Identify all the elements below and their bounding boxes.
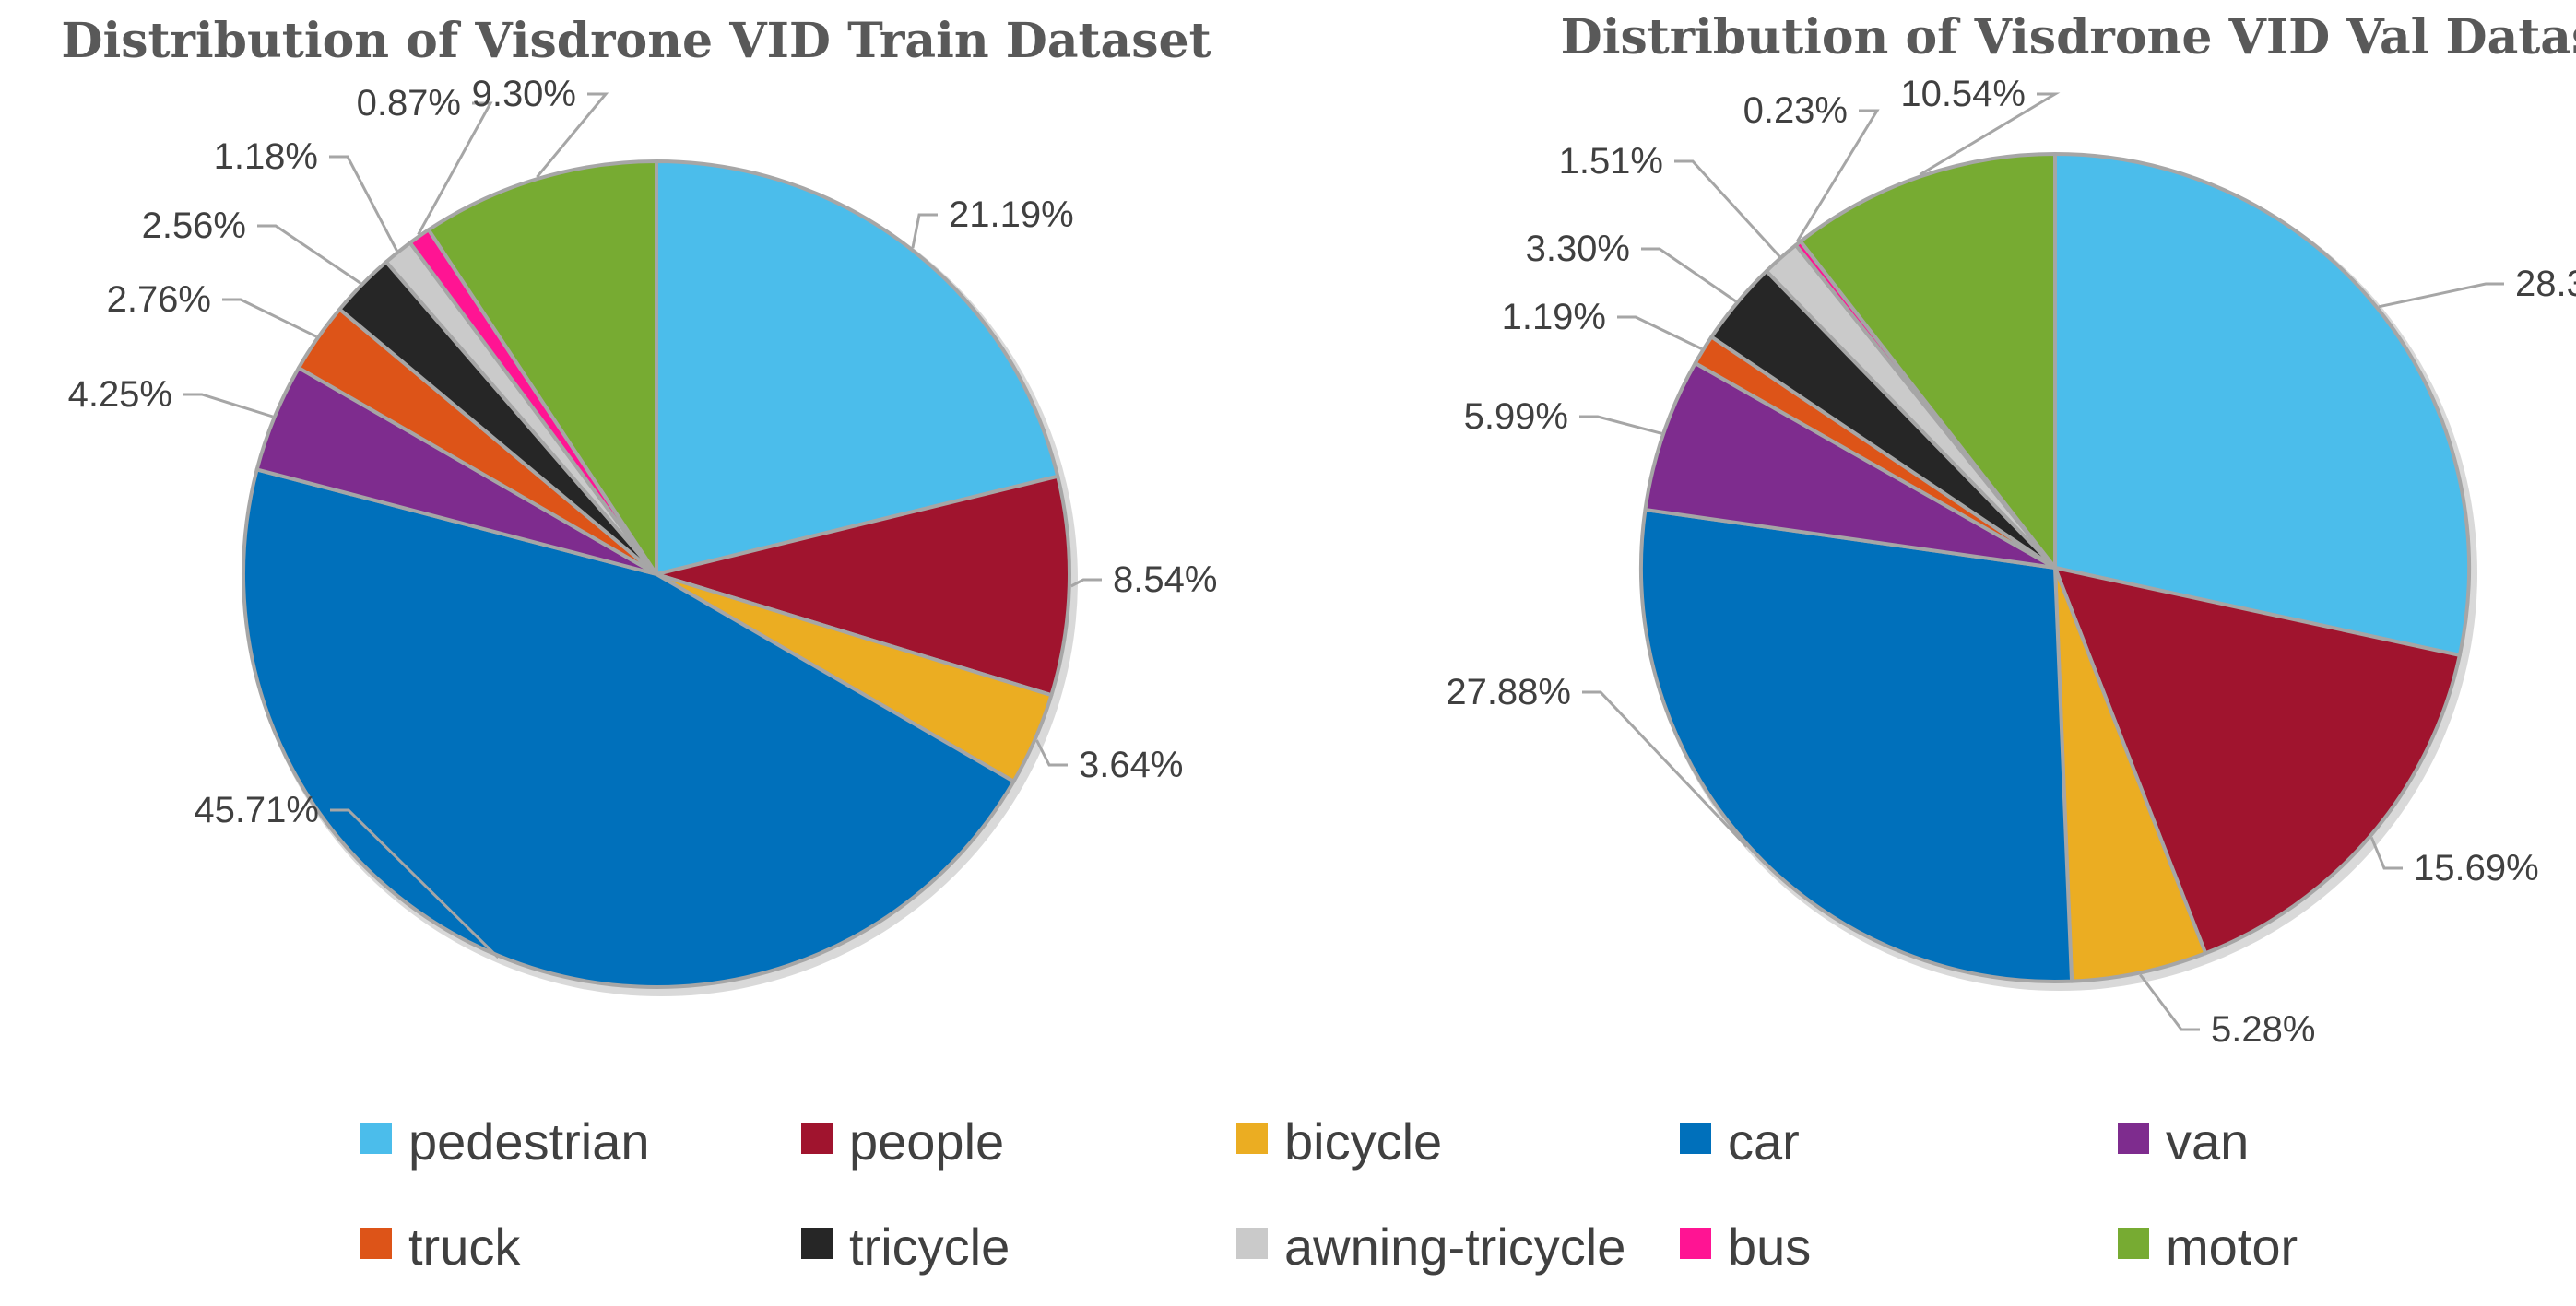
val-leader-van	[1579, 415, 1662, 435]
train-data-label-awning-tricycle: 1.18%	[214, 136, 318, 177]
legend-swatch-van	[2118, 1123, 2149, 1154]
legend-label-awning-tricycle: awning-tricycle	[1284, 1218, 1625, 1276]
legend-swatch-truck	[360, 1228, 392, 1259]
train-leader-van	[183, 393, 274, 418]
legend-label-people: people	[849, 1112, 1004, 1171]
legend-swatch-bus	[1680, 1228, 1711, 1259]
legend-swatch-pedestrian	[360, 1123, 392, 1154]
legend-swatch-bicycle	[1236, 1123, 1268, 1154]
legend-label-truck: truck	[408, 1218, 521, 1276]
train-data-label-van: 4.25%	[68, 374, 172, 415]
legend: pedestrian people bicycle car van truck tricyc…	[360, 1112, 2298, 1276]
val-data-label-truck: 1.19%	[1502, 297, 1606, 337]
val-leader-awning-tricycle	[1674, 159, 1781, 258]
train-leader-bus	[417, 101, 493, 236]
train-slice-people	[655, 474, 1071, 698]
legend-label-bus: bus	[1728, 1218, 1811, 1276]
val-slice-bicycle	[2053, 566, 2208, 983]
train-leader-bicycle	[1035, 739, 1068, 767]
val-slice-car	[1639, 508, 2074, 984]
train-leader-truck	[222, 298, 317, 338]
legend-swatch-awning-tricycle	[1236, 1228, 1268, 1259]
train-leader-tricycle	[257, 224, 362, 285]
val-data-label-pedestrian: 28.39%	[2515, 264, 2576, 304]
legend-swatch-motor	[2118, 1228, 2149, 1259]
val-data-label-bus: 0.23%	[1743, 90, 1848, 131]
train-slice-motor	[426, 159, 658, 576]
val-leader-bus	[1795, 109, 1880, 243]
val-data-label-awning-tricycle: 1.51%	[1559, 141, 1663, 182]
val-leader-truck	[1617, 315, 1703, 350]
train-leader-car	[330, 808, 500, 959]
val-slice-people	[2053, 566, 2462, 956]
train-data-label-people: 8.54%	[1113, 559, 1217, 600]
train-data-label-car: 45.71%	[194, 790, 319, 830]
val-slice-motor	[1798, 152, 2057, 570]
train-slice-car	[242, 467, 1016, 989]
val-data-label-bicycle: 5.28%	[2211, 1009, 2315, 1050]
legend-swatch-tricycle	[801, 1228, 833, 1259]
val-leader-pedestrian	[2378, 282, 2504, 309]
val-data-label-car: 27.88%	[1446, 672, 1571, 712]
train-leader-pedestrian	[911, 213, 938, 249]
val-leader-tricycle	[1641, 247, 1737, 303]
legend-label-tricycle: tricycle	[849, 1218, 1010, 1276]
val-data-label-motor: 10.54%	[1900, 74, 2026, 114]
train-data-label-bicycle: 3.64%	[1079, 745, 1183, 785]
train-leader-awning-tricycle	[329, 155, 398, 252]
train-slice-pedestrian	[655, 159, 1060, 576]
val-leader-car	[1582, 690, 1748, 848]
val-leader-people	[2369, 837, 2403, 870]
train-data-label-motor: 9.30%	[472, 74, 576, 114]
val-data-label-van: 5.99%	[1464, 396, 1568, 437]
legend-label-bicycle: bicycle	[1284, 1112, 1442, 1171]
val-slice-van	[1643, 361, 2057, 570]
val-pie-chart: 28.39% 15.69% 5.28% 27.88% 5.99% 1.19% 3.30% 1.…	[1446, 74, 2576, 1050]
legend-swatch-people	[801, 1123, 833, 1154]
train-data-label-tricycle: 2.56%	[142, 206, 246, 246]
val-data-label-people: 15.69%	[2414, 848, 2539, 888]
legend-label-pedestrian: pedestrian	[408, 1112, 650, 1171]
val-leader-motor	[1919, 92, 2061, 176]
legend-label-van: van	[2166, 1112, 2249, 1171]
legend-label-motor: motor	[2166, 1218, 2298, 1276]
train-data-label-bus: 0.87%	[357, 83, 461, 124]
train-data-label-truck: 2.76%	[107, 279, 211, 320]
val-data-label-tricycle: 3.30%	[1526, 229, 1630, 269]
train-pie-chart: 21.19% 8.54% 3.64% 45.71% 4.25% 2.76% 2.56% 1.1…	[68, 74, 1217, 996]
val-slice-pedestrian	[2053, 152, 2471, 657]
val-chart-title: Distribution of Visdrone VID Val Dataset	[1561, 9, 2576, 65]
legend-label-car: car	[1728, 1112, 1800, 1171]
val-leader-bicycle	[2139, 973, 2200, 1031]
train-data-label-pedestrian: 21.19%	[949, 194, 1074, 235]
legend-swatch-car	[1680, 1123, 1711, 1154]
train-leader-people	[1070, 578, 1102, 588]
train-leader-motor	[536, 92, 609, 179]
train-chart-title: Distribution of Visdrone VID Train Datas…	[61, 13, 1211, 69]
